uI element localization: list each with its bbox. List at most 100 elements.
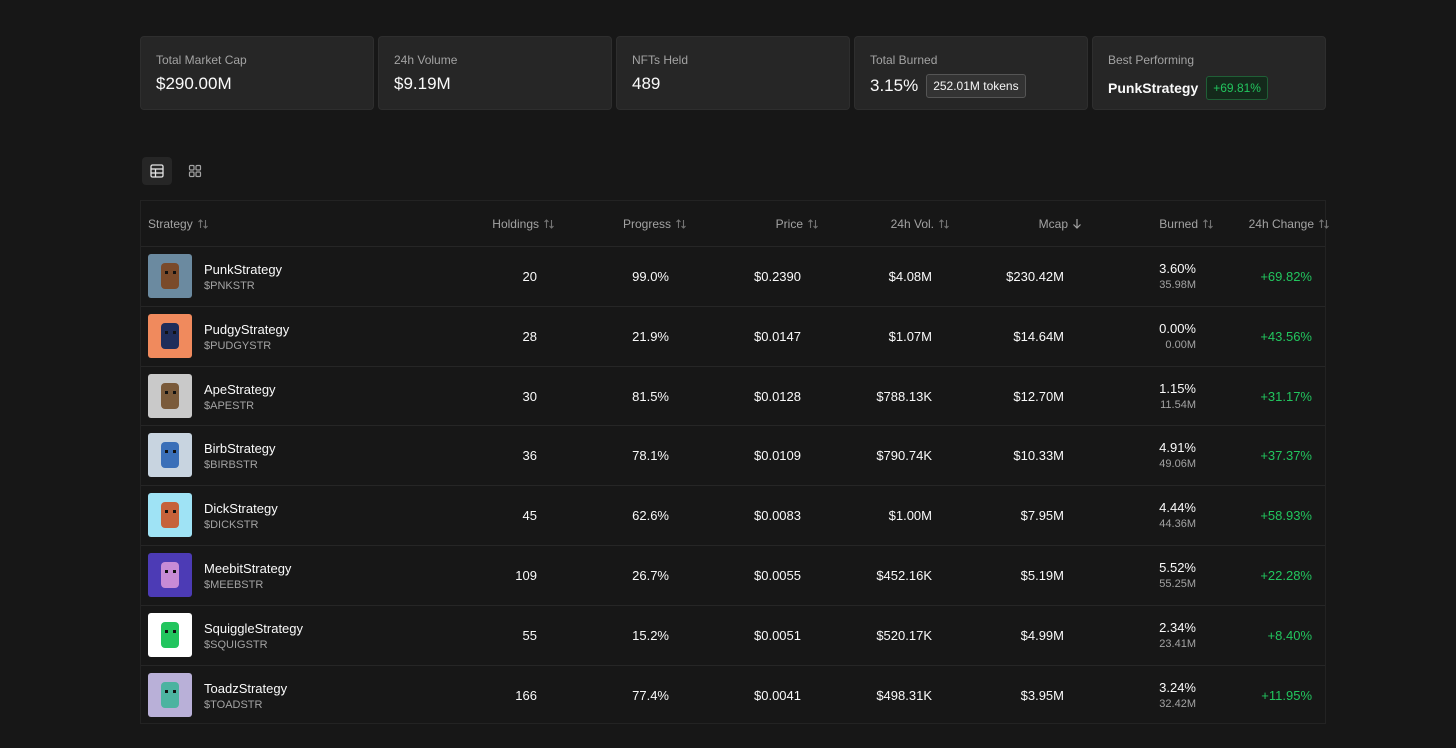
- strategy-ticker: $APESTR: [204, 399, 255, 412]
- price-cell: $0.0128: [754, 388, 801, 404]
- burned-percent: 3.24%: [1159, 679, 1196, 695]
- column-header[interactable]: Burned: [1159, 201, 1214, 247]
- strategy-name: ApeStrategy: [204, 381, 276, 397]
- column-header[interactable]: Strategy: [148, 201, 209, 247]
- column-label: Burned: [1159, 217, 1198, 231]
- avatar: [148, 612, 192, 657]
- stat-badge: +69.81%: [1206, 76, 1268, 100]
- progress-cell: 26.7%: [632, 568, 669, 583]
- change-cell: +22.28%: [1260, 568, 1312, 583]
- sort-indicator: [938, 218, 950, 230]
- progress-cell: 78.1%: [632, 448, 669, 464]
- sort-indicator: [807, 218, 819, 230]
- column-header[interactable]: Progress: [623, 201, 687, 247]
- holdings-cell: 55: [522, 627, 537, 643]
- progress-cell: 81.5%: [632, 388, 669, 404]
- price-cell: $0.0041: [754, 687, 801, 703]
- table-row[interactable]: PudgyStrategy $PUDGYSTR 28 21.9% $0.0147 $1.0…: [141, 305, 1325, 367]
- column-label: Price: [775, 217, 803, 231]
- mcap-cell: $14.64M: [1013, 328, 1064, 344]
- table-icon: [150, 164, 164, 178]
- table-view-button[interactable]: [142, 157, 172, 185]
- avatar-art: [161, 502, 179, 529]
- avatar: [148, 373, 192, 418]
- column-label: Holdings: [492, 217, 539, 231]
- avatar-art: [161, 442, 179, 469]
- column-header[interactable]: 24h Vol.: [891, 201, 950, 247]
- stat-value: PunkStrategy: [1108, 80, 1199, 96]
- burned-tokens: 23.41M: [1159, 637, 1196, 650]
- table-row[interactable]: ApeStrategy $APESTR 30 81.5% $0.0128 $788.13K…: [141, 365, 1325, 427]
- grid-view-button[interactable]: [180, 157, 210, 185]
- stat-value: $290.00M: [156, 74, 232, 93]
- stat-card: 24h Volume $9.19M: [378, 36, 612, 110]
- volume-cell: $1.07M: [888, 328, 932, 344]
- avatar-art: [161, 263, 179, 289]
- table-row[interactable]: ToadzStrategy $TOADSTR 166 77.4% $0.0041 $498…: [141, 664, 1325, 726]
- stat-label: Total Market Cap: [156, 53, 247, 67]
- holdings-cell: 20: [522, 269, 537, 284]
- sort-icon: [544, 219, 554, 229]
- price-cell: $0.2390: [754, 269, 801, 284]
- table-row[interactable]: PunkStrategy $PNKSTR 20 99.0% $0.2390 $4.08M $…: [141, 246, 1325, 307]
- burned-percent: 2.34%: [1159, 619, 1196, 635]
- column-label: Strategy: [148, 217, 193, 231]
- volume-cell: $452.16K: [876, 568, 932, 583]
- mcap-cell: $230.42M: [1006, 269, 1064, 284]
- sort-icon: [1319, 219, 1329, 229]
- burned-tokens: 35.98M: [1159, 279, 1196, 291]
- strategy-ticker: $BIRBSTR: [204, 459, 258, 472]
- strategy-ticker: $MEEBSTR: [204, 579, 264, 591]
- column-label: Progress: [622, 217, 671, 231]
- burned-percent: 3.60%: [1159, 261, 1196, 276]
- column-header[interactable]: Price: [776, 201, 819, 247]
- strategy-name: ToadzStrategy: [204, 680, 288, 696]
- change-cell: +37.37%: [1260, 448, 1312, 464]
- table-row[interactable]: SquiggleStrategy $SQUIGSTR 55 15.2% $0.0051 $…: [141, 604, 1325, 666]
- burned-percent: 5.52%: [1159, 560, 1196, 575]
- table-row[interactable]: BirbStrategy $BIRBSTR 36 78.1% $0.0109 $790.7…: [141, 425, 1325, 486]
- stat-card: NFTs Held 489: [616, 36, 850, 110]
- sort-icon: [808, 219, 818, 229]
- column-header[interactable]: Holdings: [492, 201, 555, 247]
- sort-icon: [1203, 219, 1213, 229]
- burned-tokens: 55.25M: [1159, 578, 1196, 590]
- stat-value-row: $9.19M: [394, 74, 451, 94]
- price-cell: $0.0147: [754, 328, 801, 344]
- progress-cell: 99.0%: [632, 269, 669, 284]
- burned-tokens: 11.54M: [1160, 398, 1196, 411]
- mcap-cell: $4.99M: [1020, 627, 1064, 643]
- progress-cell: 15.2%: [632, 627, 669, 643]
- column-header[interactable]: 24h Change: [1249, 201, 1330, 247]
- volume-cell: $498.31K: [876, 687, 932, 703]
- stat-badge: 252.01M tokens: [926, 74, 1026, 98]
- burned-tokens: 44.36M: [1159, 518, 1196, 531]
- stat-value: $9.19M: [394, 74, 451, 93]
- table-row[interactable]: MeebitStrategy $MEEBSTR 109 26.7% $0.0055 $45…: [141, 545, 1325, 606]
- stat-label: Total Burned: [870, 53, 938, 67]
- price-cell: $0.0055: [754, 568, 801, 583]
- column-header[interactable]: Mcap: [1039, 201, 1082, 247]
- table-row[interactable]: DickStrategy $DICKSTR 45 62.6% $0.0083 $1.00M…: [141, 485, 1325, 546]
- volume-cell: $520.17K: [876, 627, 932, 643]
- sort-icon: [939, 219, 949, 229]
- volume-cell: $788.13K: [876, 388, 932, 404]
- column-label: Mcap: [1038, 217, 1068, 231]
- avatar: [148, 433, 192, 478]
- sort-indicator: [1072, 218, 1082, 230]
- stat-value-row: 3.15% 252.01M tokens: [870, 74, 1026, 98]
- column-label: 24h Change: [1248, 217, 1314, 231]
- holdings-cell: 28: [522, 328, 537, 344]
- stat-value: 3.15%: [870, 76, 919, 95]
- stat-value: 489: [632, 74, 661, 93]
- stat-value-row: 489: [632, 74, 660, 94]
- mcap-cell: $3.95M: [1020, 687, 1064, 703]
- burned-percent: 4.44%: [1159, 500, 1196, 516]
- strategy-ticker: $TOADSTR: [204, 698, 263, 711]
- sort-indicator: [197, 218, 209, 230]
- mcap-cell: $10.33M: [1013, 448, 1064, 464]
- burned-tokens: 32.42M: [1159, 697, 1196, 710]
- progress-cell: 21.9%: [632, 328, 669, 344]
- progress-cell: 62.6%: [632, 508, 669, 524]
